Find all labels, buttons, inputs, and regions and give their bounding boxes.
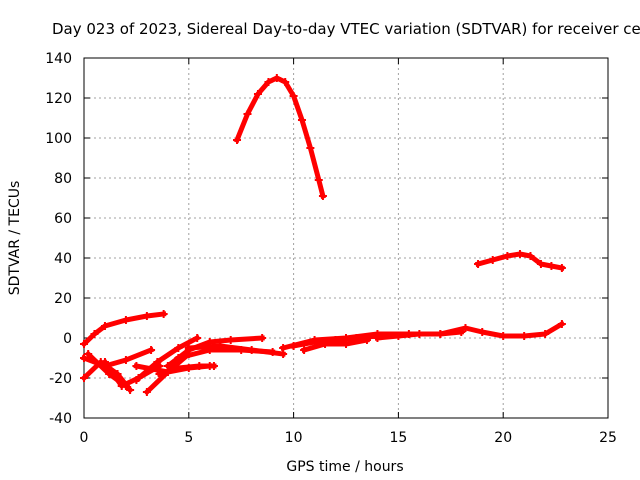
data-point — [147, 346, 156, 354]
series-line-arc-f — [132, 334, 201, 384]
data-point — [184, 344, 193, 352]
data-point — [205, 346, 214, 354]
data-point — [503, 252, 512, 260]
data-point — [321, 340, 330, 348]
data-point — [233, 136, 242, 144]
x-tick-label: 0 — [80, 430, 89, 446]
data-point — [121, 356, 130, 364]
data-point — [153, 358, 162, 366]
data-point — [132, 376, 141, 384]
y-tick-label: 0 — [63, 331, 72, 347]
data-point — [243, 110, 252, 118]
y-tick-label: 100 — [45, 131, 72, 147]
data-point — [121, 382, 130, 390]
axis-ticks: -40 -20 0 20 40 60 80 100 120 140 0 5 10 15 20 25 — [45, 51, 617, 446]
data-point — [205, 362, 214, 370]
data-point — [84, 350, 93, 358]
x-tick-label: 10 — [285, 430, 303, 446]
y-tick-label: 40 — [54, 251, 72, 267]
data-point — [457, 328, 466, 336]
data-point — [314, 176, 323, 184]
data-point — [174, 344, 183, 352]
data-point — [272, 74, 281, 82]
data-point — [306, 144, 315, 152]
data-point — [105, 370, 114, 378]
data-point — [474, 260, 483, 268]
data-point — [515, 250, 524, 258]
data-point — [100, 358, 109, 366]
y-tick-label: 120 — [45, 91, 72, 107]
data-point — [297, 116, 306, 124]
y-tick-label: -40 — [49, 411, 72, 427]
y-axis-label: SDTVAR / TECUs — [7, 181, 23, 296]
y-tick-label: 80 — [54, 171, 72, 187]
x-tick-label: 5 — [184, 430, 193, 446]
data-point — [499, 332, 508, 340]
data-point — [461, 324, 470, 332]
data-point — [478, 328, 487, 336]
data-point — [159, 310, 168, 318]
data-point — [226, 336, 235, 344]
x-axis-label: GPS time / hours — [286, 459, 403, 475]
data-point — [258, 334, 267, 342]
series-line-arc-early-rise — [80, 311, 167, 348]
data-point — [142, 388, 151, 396]
x-tick-label: 20 — [494, 430, 512, 446]
data-point — [121, 316, 130, 324]
data-point — [132, 362, 141, 370]
data-point — [264, 78, 273, 86]
x-tick-label: 25 — [599, 430, 617, 446]
data-point — [126, 386, 135, 394]
data-point — [281, 78, 290, 86]
data-point — [318, 192, 327, 200]
data-point — [237, 346, 246, 354]
data-point — [488, 256, 497, 264]
data-point — [557, 264, 566, 272]
y-tick-label: -20 — [49, 371, 72, 387]
data-point — [80, 354, 88, 362]
data-point — [289, 342, 298, 350]
data-point — [436, 330, 445, 338]
data-point — [289, 92, 298, 100]
data-point — [193, 334, 202, 342]
x-tick-label: 15 — [389, 430, 407, 446]
grid — [84, 58, 608, 418]
data-point — [342, 340, 350, 348]
data-point — [415, 330, 424, 338]
data-point — [300, 346, 309, 354]
data-point — [90, 330, 99, 338]
data-point — [394, 332, 403, 340]
chart-title: Day 023 of 2023, Sidereal Day-to-day VTE… — [52, 20, 640, 38]
plot-frame — [83, 57, 609, 419]
data-point — [520, 332, 529, 340]
series-line-arc-h — [133, 363, 213, 375]
data-series — [80, 74, 566, 396]
y-tick-label: 140 — [45, 51, 72, 67]
data-point — [541, 330, 550, 338]
data-point — [547, 262, 556, 270]
data-point — [268, 348, 277, 356]
data-point — [279, 350, 288, 358]
data-point — [142, 312, 151, 320]
data-point — [526, 252, 535, 260]
data-point — [557, 320, 566, 328]
data-point — [184, 364, 193, 372]
y-tick-label: 20 — [54, 291, 72, 307]
data-point — [373, 334, 382, 342]
data-point — [80, 374, 88, 382]
data-point — [80, 340, 88, 348]
data-point — [100, 322, 109, 330]
series-line-arc-m — [301, 337, 370, 354]
data-point — [163, 362, 172, 370]
data-point — [536, 260, 545, 268]
series-line-arc-k — [175, 347, 276, 362]
data-point — [362, 336, 371, 344]
data-point — [253, 90, 262, 98]
data-point — [174, 354, 183, 362]
y-tick-label: 60 — [54, 211, 72, 227]
